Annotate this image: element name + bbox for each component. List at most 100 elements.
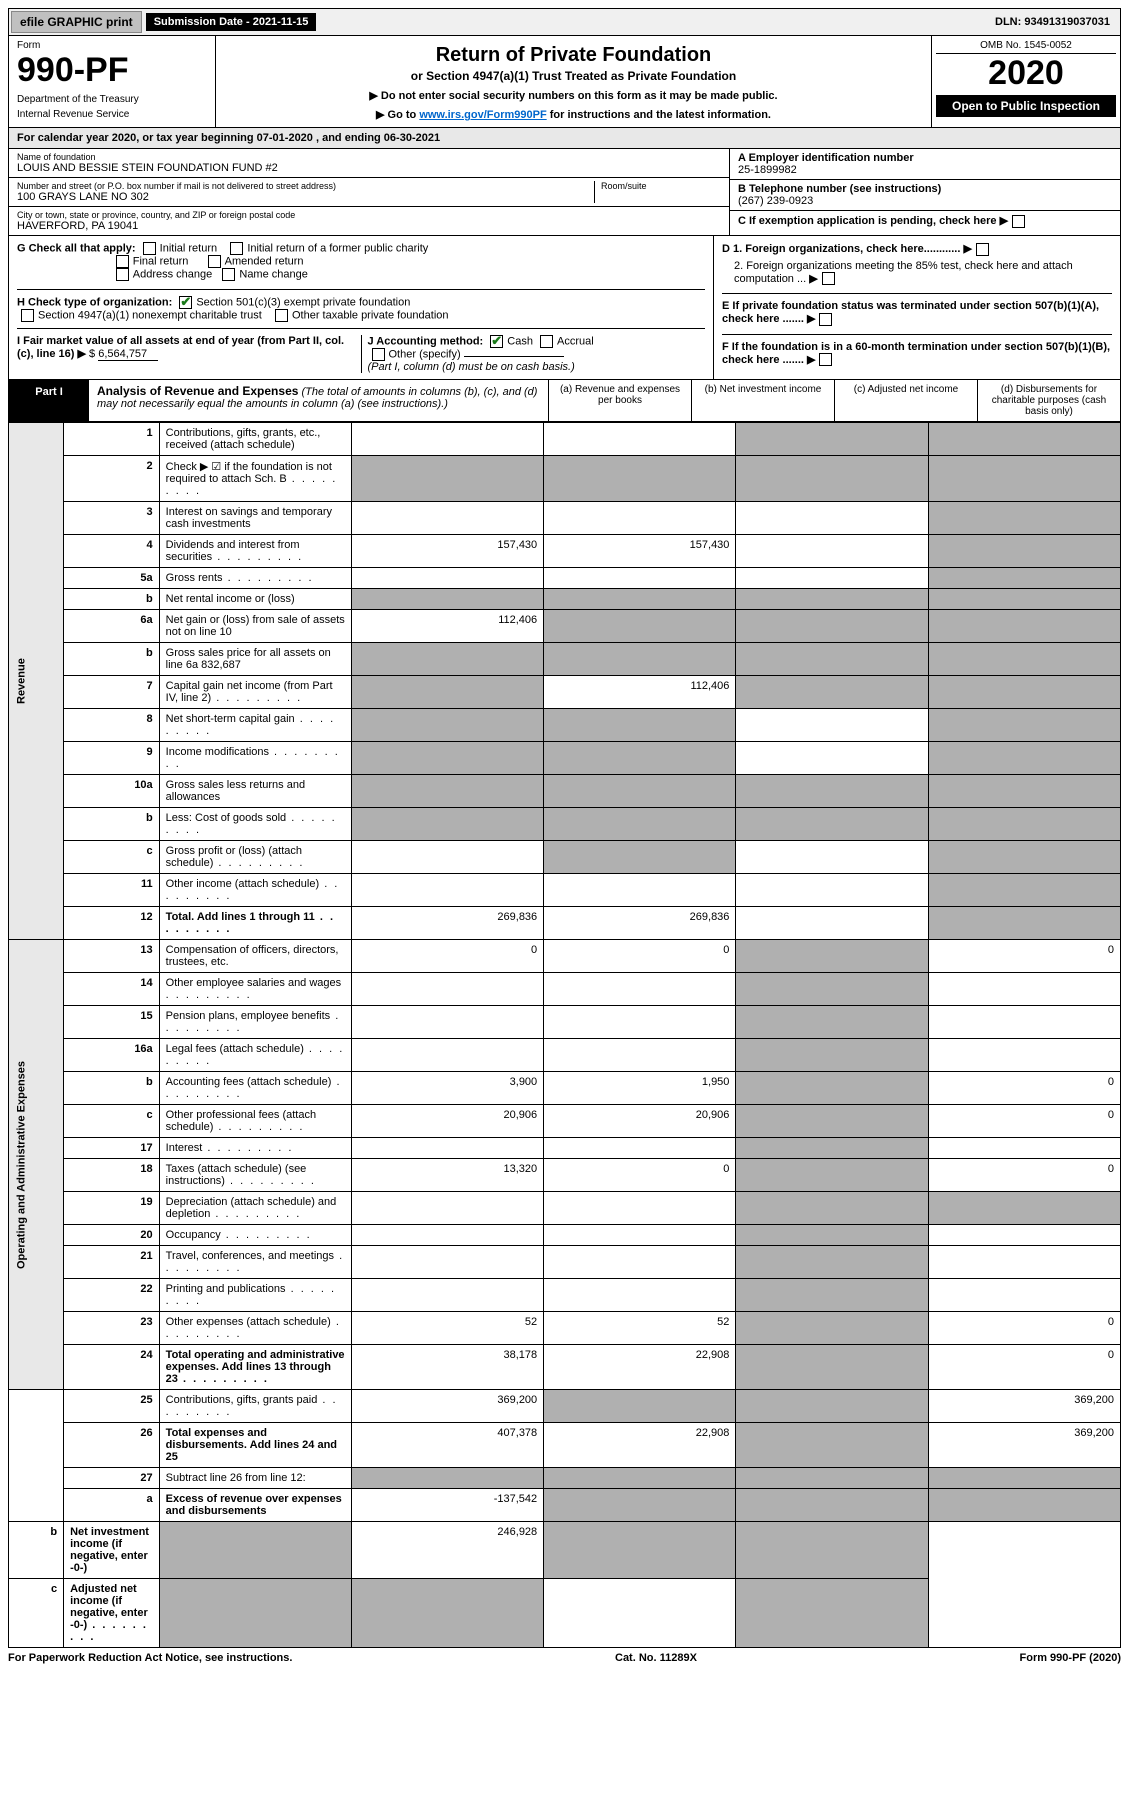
cell-value: 0 [928, 1105, 1120, 1138]
c-checkbox[interactable] [1012, 215, 1025, 228]
table-row: 8Net short-term capital gain [9, 709, 1121, 742]
cell-value [736, 502, 928, 535]
line-number: 21 [64, 1246, 160, 1279]
cell-value [351, 589, 543, 610]
cell-value: 22,908 [544, 1345, 736, 1390]
line-description: Contributions, gifts, grants, etc., rece… [159, 423, 351, 456]
cell-value [928, 874, 1120, 907]
h-other-checkbox[interactable] [275, 309, 288, 322]
cell-value [544, 1246, 736, 1279]
cell-value: 112,406 [351, 610, 543, 643]
tel-label: B Telephone number (see instructions) [738, 183, 1112, 195]
cell-value [736, 874, 928, 907]
c-label: C If exemption application is pending, c… [738, 215, 997, 227]
j-accrual-checkbox[interactable] [540, 335, 553, 348]
line-description: Income modifications [159, 742, 351, 775]
h-501c3-checkbox[interactable] [179, 296, 192, 309]
cell-value [736, 973, 928, 1006]
cell-value [544, 1468, 736, 1489]
info-block: Name of foundation LOUIS AND BESSIE STEI… [8, 149, 1121, 236]
table-row: 6aNet gain or (loss) from sale of assets… [9, 610, 1121, 643]
i-fmv-value: 6,564,757 [98, 348, 158, 361]
g-final-checkbox[interactable] [116, 255, 129, 268]
cell-value [544, 1279, 736, 1312]
cell-value [351, 456, 543, 502]
cell-value [736, 940, 928, 973]
cell-value [351, 1039, 543, 1072]
line-number: b [64, 643, 160, 676]
cell-value [928, 1246, 1120, 1279]
j-other-checkbox[interactable] [372, 348, 385, 361]
line-number: 26 [64, 1423, 160, 1468]
line-description: Contributions, gifts, grants paid [159, 1390, 351, 1423]
line-description: Adjusted net income (if negative, enter … [64, 1579, 160, 1648]
cell-value [544, 1579, 736, 1648]
cell-value [928, 1489, 1120, 1522]
name-label: Name of foundation [17, 152, 721, 162]
cell-value [351, 1006, 543, 1039]
line-number: c [64, 1105, 160, 1138]
cell-value [736, 1489, 928, 1522]
instructions-link[interactable]: www.irs.gov/Form990PF [419, 109, 546, 121]
cell-value: -137,542 [351, 1489, 543, 1522]
table-row: 11Other income (attach schedule) [9, 874, 1121, 907]
cell-value [928, 775, 1120, 808]
table-row: 26Total expenses and disbursements. Add … [9, 1423, 1121, 1468]
form-header: Form 990-PF Department of the Treasury I… [8, 36, 1121, 128]
dept-treasury: Department of the Treasury [17, 94, 207, 105]
cell-value [351, 709, 543, 742]
e-checkbox[interactable] [819, 313, 832, 326]
line-description: Net gain or (loss) from sale of assets n… [159, 610, 351, 643]
j-opt-cash: Cash [507, 335, 533, 347]
d1-checkbox[interactable] [976, 243, 989, 256]
cell-value [159, 1579, 351, 1648]
cell-value [928, 808, 1120, 841]
cell-value [928, 1192, 1120, 1225]
h-4947-checkbox[interactable] [21, 309, 34, 322]
address-label: Number and street (or P.O. box number if… [17, 181, 594, 191]
table-row: 10aGross sales less returns and allowanc… [9, 775, 1121, 808]
cell-value [351, 775, 543, 808]
j-opt-other: Other (specify) [389, 348, 461, 360]
g-amended-checkbox[interactable] [208, 255, 221, 268]
line-description: Total. Add lines 1 through 11 [159, 907, 351, 940]
d1-label: D 1. Foreign organizations, check here..… [722, 243, 960, 255]
line-number: 18 [64, 1159, 160, 1192]
f-checkbox[interactable] [819, 353, 832, 366]
g-initial-former-checkbox[interactable] [230, 242, 243, 255]
cell-value [736, 568, 928, 589]
table-row: 4Dividends and interest from securities1… [9, 535, 1121, 568]
line-number: 15 [64, 1006, 160, 1039]
d2-label: 2. Foreign organizations meeting the 85%… [734, 260, 1073, 285]
omb-number: OMB No. 1545-0052 [936, 40, 1116, 54]
g-initial-checkbox[interactable] [143, 242, 156, 255]
line-description: Taxes (attach schedule) (see instruction… [159, 1159, 351, 1192]
line-number: 22 [64, 1279, 160, 1312]
d2-checkbox[interactable] [822, 272, 835, 285]
tax-year: 2020 [936, 54, 1116, 93]
cell-value [736, 423, 928, 456]
cell-value: 3,900 [351, 1072, 543, 1105]
line-number: 23 [64, 1312, 160, 1345]
line-number: b [64, 1072, 160, 1105]
line-description: Legal fees (attach schedule) [159, 1039, 351, 1072]
line-description: Occupancy [159, 1225, 351, 1246]
cell-value: 157,430 [544, 535, 736, 568]
cell-value [544, 643, 736, 676]
efile-print-button[interactable]: efile GRAPHIC print [11, 11, 142, 33]
cell-value: 52 [544, 1312, 736, 1345]
cell-value [928, 1279, 1120, 1312]
g-name-checkbox[interactable] [222, 268, 235, 281]
cell-value [351, 1225, 543, 1246]
submission-date: Submission Date - 2021-11-15 [146, 13, 317, 31]
cell-value [928, 1006, 1120, 1039]
table-row: 16aLegal fees (attach schedule) [9, 1039, 1121, 1072]
table-row: 9Income modifications [9, 742, 1121, 775]
table-row: 23Other expenses (attach schedule)52520 [9, 1312, 1121, 1345]
col-a-header: (a) Revenue and expenses per books [548, 380, 691, 421]
j-cash-checkbox[interactable] [490, 335, 503, 348]
cell-value [736, 1225, 928, 1246]
cell-value [544, 456, 736, 502]
cell-value: 369,200 [351, 1390, 543, 1423]
g-address-checkbox[interactable] [116, 268, 129, 281]
